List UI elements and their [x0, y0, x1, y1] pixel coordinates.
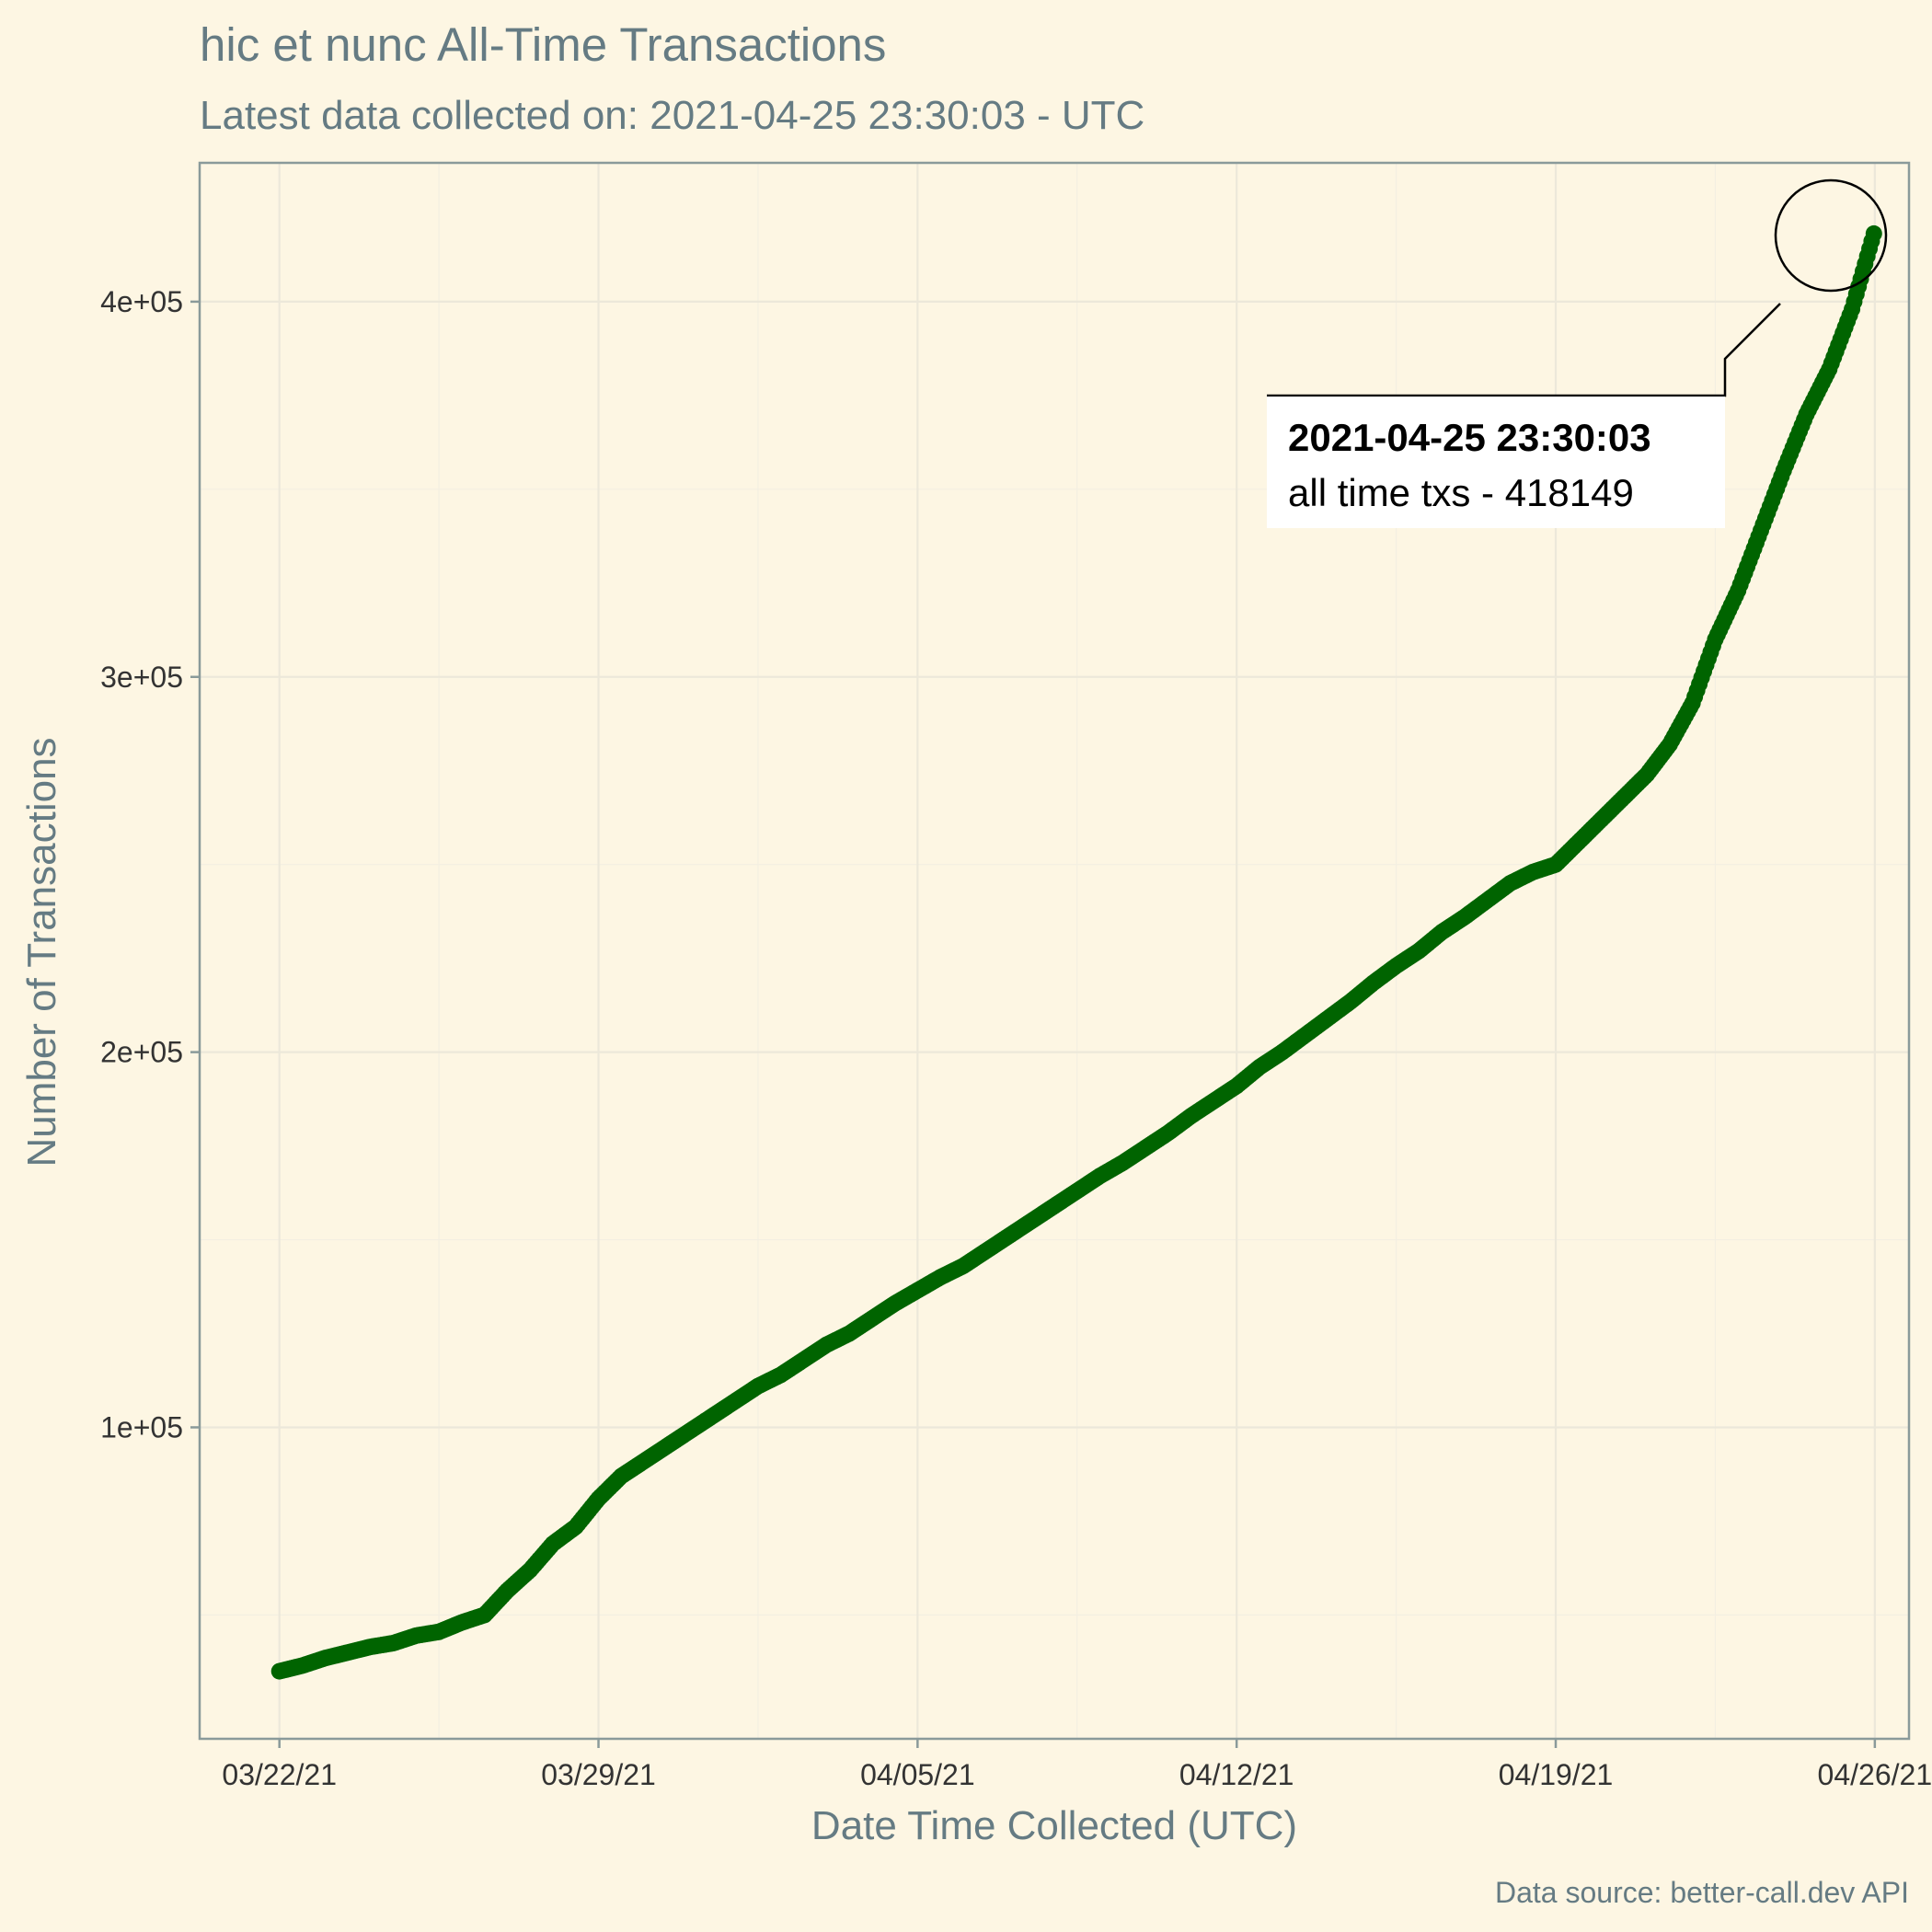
y-tick-label: 4e+05	[100, 285, 183, 318]
y-axis-title: Number of Transactions	[19, 737, 64, 1167]
y-tick-label: 1e+05	[100, 1410, 183, 1443]
annotation-box	[1267, 397, 1725, 528]
x-axis-ticks: 03/22/21 03/29/21 04/05/21 04/12/21 04/19/21…	[222, 1739, 1932, 1791]
highlight-circle	[1774, 178, 1888, 293]
annotation-leader	[1267, 303, 1781, 397]
x-tick-label: 03/22/21	[222, 1758, 337, 1791]
x-axis-title: Date Time Collected (UTC)	[811, 1803, 1297, 1848]
x-tick-label: 04/19/21	[1499, 1758, 1614, 1791]
y-tick-label: 3e+05	[100, 661, 183, 694]
y-axis-ticks: 1e+05 2e+05 3e+05 4e+05	[100, 285, 200, 1443]
chart-title: hic et nunc All-Time Transactions	[200, 18, 886, 71]
x-tick-label: 03/29/21	[541, 1758, 656, 1791]
annotation-datetime: 2021-04-25 23:30:03	[1288, 416, 1651, 459]
data-point	[1865, 224, 1882, 242]
x-tick-label: 04/12/21	[1179, 1758, 1294, 1791]
x-tick-label: 04/05/21	[860, 1758, 975, 1791]
caption: Data source: better-call.dev API	[1495, 1876, 1909, 1909]
plot-panel-border	[198, 161, 1911, 1741]
x-tick-label: 04/26/21	[1818, 1758, 1932, 1791]
annotation-value: all time txs - 418149	[1288, 471, 1634, 514]
annotation: 2021-04-25 23:30:03 all time txs - 41814…	[1267, 178, 1888, 528]
data-points	[270, 224, 1882, 1680]
chart-subtitle: Latest data collected on: 2021-04-25 23:…	[200, 93, 1144, 138]
y-tick-label: 2e+05	[100, 1036, 183, 1069]
